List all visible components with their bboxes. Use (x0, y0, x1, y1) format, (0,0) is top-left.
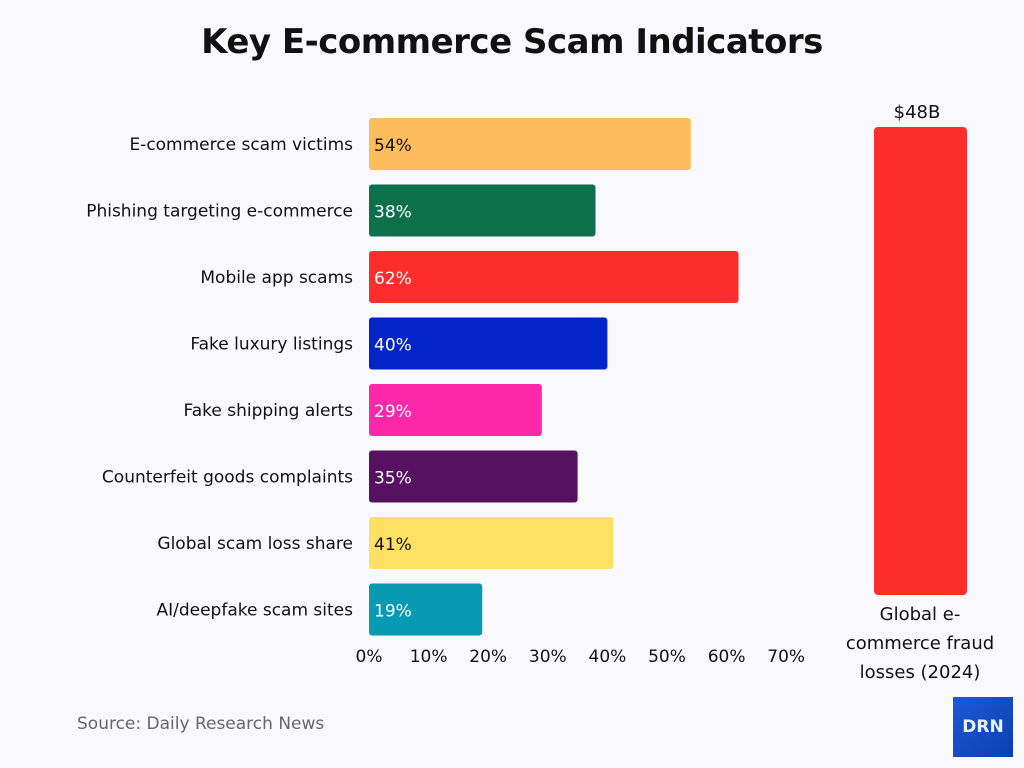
x-tick-label: 70% (767, 647, 805, 667)
fraud-losses-label: $48B (894, 102, 941, 123)
data-label: 38% (374, 203, 412, 223)
bar (369, 251, 739, 303)
bar (369, 118, 691, 170)
bar (369, 184, 596, 237)
bar (369, 517, 614, 569)
category-label: E-commerce scam victims (129, 135, 353, 155)
x-tick-label: 30% (529, 647, 567, 667)
x-tick-label: 50% (648, 647, 686, 667)
fraud-losses-category: Global e- (880, 604, 961, 625)
data-label: 19% (374, 602, 412, 622)
category-label: Mobile app scams (200, 268, 353, 288)
data-label: 35% (374, 469, 412, 489)
data-label: 41% (374, 535, 412, 555)
bar (369, 384, 542, 436)
fraud-losses-category: commerce fraud (846, 633, 994, 654)
x-tick-label: 40% (589, 647, 627, 667)
category-label: AI/deepfake scam sites (156, 601, 353, 621)
category-label: Phishing targeting e-commerce (86, 202, 353, 222)
data-label: 54% (374, 136, 412, 156)
bar (369, 583, 483, 636)
x-tick-label: 60% (708, 647, 746, 667)
category-label: Fake shipping alerts (184, 401, 354, 421)
x-tick-label: 0% (356, 647, 383, 667)
bar (369, 450, 578, 503)
fraud-losses-category: losses (2024) (860, 662, 981, 683)
source-note: Source: Daily Research News (77, 714, 325, 734)
chart-title: Key E-commerce Scam Indicators (201, 22, 823, 62)
data-label: 40% (374, 336, 412, 356)
category-label: Global scam loss share (157, 534, 353, 554)
category-label: Counterfeit goods complaints (102, 468, 353, 488)
data-label: 62% (374, 269, 412, 289)
drn-logo: DRN (953, 697, 1013, 757)
data-label: 29% (374, 402, 412, 422)
fraud-losses-bar (874, 127, 967, 595)
x-tick-label: 10% (410, 647, 448, 667)
category-label: Fake luxury listings (190, 335, 353, 355)
bar (369, 317, 608, 370)
x-tick-label: 20% (469, 647, 507, 667)
